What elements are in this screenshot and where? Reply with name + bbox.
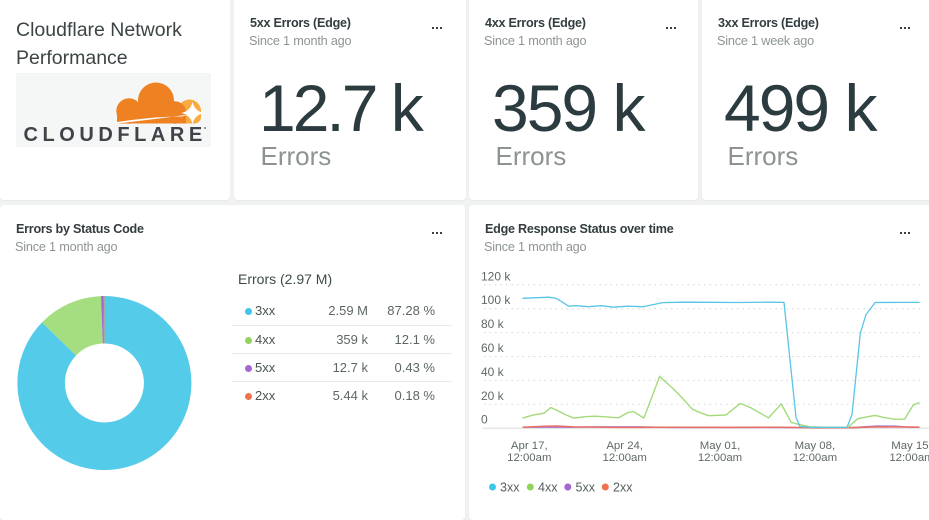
svg-text:80 k: 80 k — [481, 317, 505, 331]
svg-text:60 k: 60 k — [481, 341, 505, 355]
svg-text:40 k: 40 k — [481, 365, 505, 379]
svg-text:12:00am: 12:00am — [507, 452, 551, 464]
svg-text:100 k: 100 k — [481, 293, 511, 307]
svg-text:12:00am: 12:00am — [603, 452, 647, 464]
svg-text:2xx: 2xx — [613, 480, 633, 494]
svg-text:May 08,: May 08, — [795, 440, 836, 452]
svg-text:Apr 17,: Apr 17, — [511, 440, 548, 452]
svg-text:Apr 24,: Apr 24, — [606, 440, 643, 452]
svg-text:120 k: 120 k — [481, 269, 511, 283]
svg-text:CLOUDFLARE: CLOUDFLARE — [24, 124, 207, 146]
svg-text:0: 0 — [481, 413, 488, 427]
svg-text:12:00am: 12:00am — [698, 452, 742, 464]
svg-text:20 k: 20 k — [481, 389, 505, 403]
svg-text:12:00am: 12:00am — [889, 452, 929, 464]
svg-text:May 01,: May 01, — [700, 440, 741, 452]
svg-text:May 15,: May 15, — [891, 440, 929, 452]
svg-text:12:00am: 12:00am — [793, 452, 837, 464]
svg-text:5xx: 5xx — [576, 480, 596, 494]
svg-text:3xx: 3xx — [500, 480, 520, 494]
svg-text:4xx: 4xx — [538, 480, 558, 494]
